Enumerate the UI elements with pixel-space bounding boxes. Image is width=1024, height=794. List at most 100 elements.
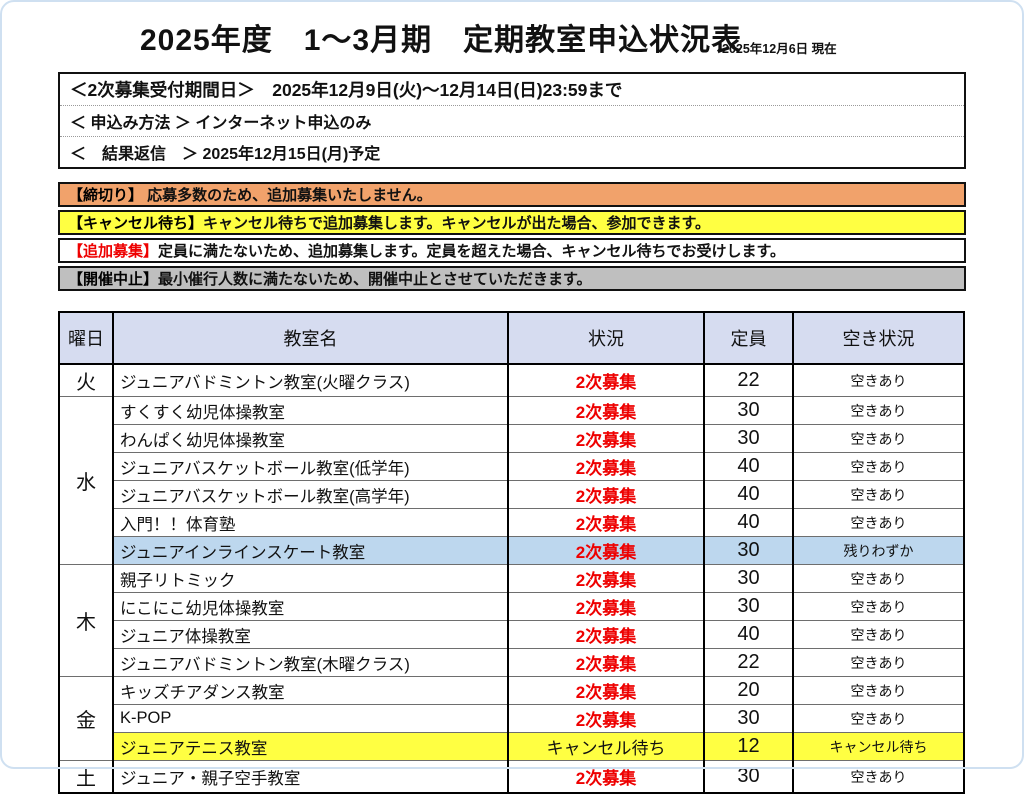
capacity-cell: 22	[703, 363, 794, 397]
capacity-cell: 30	[703, 536, 794, 565]
availability-cell: 空きあり	[792, 760, 965, 794]
status-cell: 2次募集	[507, 424, 705, 453]
availability-cell: 空きあり	[792, 508, 965, 537]
header-capacity: 定員	[703, 311, 794, 365]
availability-cell: 空きあり	[792, 648, 965, 677]
status-cell: 2次募集	[507, 508, 705, 537]
as-of-date: 2025年12月6日 現在	[722, 42, 837, 56]
status-cell: 2次募集	[507, 760, 705, 794]
header-day: 曜日	[58, 311, 114, 365]
legend-row-waitlist: 【キャンセル待ち】 キャンセル待ちで追加募集します。キャンセルが出た場合、参加でき…	[58, 210, 966, 235]
legend-row-cancelled: 【開催中止】 最小催行人数に満たないため、開催中止とさせていただきます。	[58, 266, 966, 291]
legend-row-additional: 【追加募集】 定員に満たないため、追加募集します。定員を超えた場合、キャンセル待ち…	[58, 238, 966, 263]
availability-cell: 空きあり	[792, 396, 965, 425]
capacity-cell: 30	[703, 592, 794, 621]
schedule-table-wrapper: 曜日 教室名 状況 定員 空き状況 火ジュニアバドミントン教室(火曜クラス) 2次…	[58, 311, 966, 794]
status-cell: 2次募集	[507, 480, 705, 509]
availability-cell: 空きあり	[792, 424, 965, 453]
schedule-table: 曜日 教室名 状況 定員 空き状況 火ジュニアバドミントン教室(火曜クラス) 2次…	[58, 311, 965, 794]
day-cell: 土	[58, 760, 114, 794]
legend-text-closed: 応募多数のため、追加募集いたしません。	[143, 187, 432, 204]
table-row: 土ジュニア・親子空手教室 2次募集 30 空きあり	[58, 760, 965, 794]
availability-cell: 空きあり	[792, 704, 965, 733]
table-row: 木親子リトミック 2次募集 30 空きあり	[58, 564, 965, 677]
status-cell: 2次募集	[507, 676, 705, 705]
availability-cell: 空きあり	[792, 620, 965, 649]
capacity-cell: 30	[703, 424, 794, 453]
availability-cell: 空きあり	[792, 676, 965, 705]
legend-tag-cancelled: 【開催中止】	[68, 271, 159, 288]
capacity-cell: 12	[703, 732, 794, 761]
class-name-cell: ジュニア・親子空手教室	[112, 760, 509, 794]
page-title: 2025年度 1～3月期 定期教室申込状況表	[140, 24, 743, 57]
header-status: 状況	[507, 311, 705, 365]
day-cell: 木	[58, 564, 114, 677]
capacity-cell: 30	[703, 704, 794, 733]
class-name-cell: ジュニアバスケットボール教室(低学年)	[112, 452, 509, 481]
table-row: 火ジュニアバドミントン教室(火曜クラス) 2次募集 22 空きあり	[58, 363, 965, 397]
capacity-cell: 40	[703, 452, 794, 481]
availability-cell: 空きあり	[792, 564, 965, 593]
status-cell: 2次募集	[507, 620, 705, 649]
day-cell: 金	[58, 676, 114, 761]
class-name-cell: にこにこ幼児体操教室	[112, 592, 509, 621]
capacity-cell: 40	[703, 480, 794, 509]
legend-text-cancelled: 最小催行人数に満たないため、開催中止とさせていただきます。	[158, 271, 592, 288]
table-row: 金キッズチアダンス教室 2次募集 20 空きあり	[58, 676, 965, 761]
day-cell: 水	[58, 396, 114, 565]
class-name-cell: わんぱく幼児体操教室	[112, 424, 509, 453]
availability-cell: 残りわずか	[792, 536, 965, 565]
status-cell: 2次募集	[507, 648, 705, 677]
schedule-table-body: 火ジュニアバドミントン教室(火曜クラス) 2次募集 22 空きあり水すくすく幼児体操教…	[58, 363, 965, 794]
capacity-cell: 30	[703, 396, 794, 425]
status-cell: 2次募集	[507, 564, 705, 593]
status-cell: 2次募集	[507, 452, 705, 481]
class-name-cell: ジュニア体操教室	[112, 620, 509, 649]
legend: 【締切り】 応募多数のため、追加募集いたしません。 【キャンセル待ち】 キャンセル…	[58, 182, 966, 291]
capacity-cell: 30	[703, 564, 794, 593]
table-row: ジュニアバスケットボール教室(低学年) 2次募集 40 空きあり	[59, 452, 965, 481]
table-row: K-POP 2次募集 30 空きあり	[59, 704, 965, 733]
table-row: ジュニアバスケットボール教室(高学年) 2次募集 40 空きあり	[59, 480, 965, 509]
table-row: ジュニア体操教室 2次募集 40 空きあり	[59, 620, 965, 649]
availability-cell: 空きあり	[792, 592, 965, 621]
class-name-cell: ジュニアテニス教室	[112, 732, 509, 761]
notice-line-application-period: ＜2次募集受付期間日＞ 2025年12月9日(火)～12月14日(日)23:59…	[70, 80, 623, 100]
status-cell: 2次募集	[507, 363, 705, 397]
class-name-cell: キッズチアダンス教室	[112, 676, 509, 705]
table-row: 入門！！体育塾 2次募集 40 空きあり	[59, 508, 965, 537]
availability-cell: 空きあり	[792, 452, 965, 481]
legend-text-additional: 定員に満たないため、追加募集します。定員を超えた場合、キャンセル待ちでお受けしま…	[158, 243, 786, 260]
status-cell: 2次募集	[507, 396, 705, 425]
notice-line-result-reply: ＜ 結果返信 ＞ 2025年12月15日(月)予定	[60, 136, 964, 167]
status-cell: 2次募集	[507, 592, 705, 621]
capacity-cell: 40	[703, 620, 794, 649]
class-name-cell: K-POP	[112, 704, 509, 733]
legend-tag-waitlist: 【キャンセル待ち】	[68, 215, 204, 232]
class-name-cell: 入門！！体育塾	[112, 508, 509, 537]
legend-tag-additional: 【追加募集】	[68, 243, 159, 260]
notice-box: ＜2次募集受付期間日＞ 2025年12月9日(火)～12月14日(日)23:59…	[58, 72, 966, 169]
class-name-cell: ジュニアバスケットボール教室(高学年)	[112, 480, 509, 509]
class-name-cell: すくすく幼児体操教室	[112, 396, 509, 425]
status-cell: 2次募集	[507, 704, 705, 733]
day-cell: 火	[58, 363, 114, 397]
capacity-cell: 30	[703, 760, 794, 794]
table-row: わんぱく幼児体操教室 2次募集 30 空きあり	[59, 424, 965, 453]
header-class-name: 教室名	[112, 311, 509, 365]
table-row: ジュニアテニス教室 キャンセル待ち 12 キャンセル待ち	[59, 732, 965, 761]
header: 2025年度 1～3月期 定期教室申込状況表 2025年12月6日 現在	[0, 0, 1024, 64]
capacity-cell: 22	[703, 648, 794, 677]
class-name-cell: ジュニアバドミントン教室(火曜クラス)	[112, 363, 509, 397]
class-name-cell: ジュニアインラインスケート教室	[112, 536, 509, 565]
table-row: 水すくすく幼児体操教室 2次募集 30 空きあり	[58, 396, 965, 565]
legend-text-waitlist: キャンセル待ちで追加募集します。キャンセルが出た場合、参加できます。	[203, 215, 711, 232]
status-cell: 2次募集	[507, 536, 705, 565]
table-row: ジュニアインラインスケート教室 2次募集 30 残りわずか	[59, 536, 965, 565]
notice-line-application-method: ＜ 申込み方法 ＞ インターネット申込のみ	[60, 105, 964, 136]
table-row: にこにこ幼児体操教室 2次募集 30 空きあり	[59, 592, 965, 621]
legend-row-closed: 【締切り】 応募多数のため、追加募集いたしません。	[58, 182, 966, 207]
availability-cell: キャンセル待ち	[792, 732, 965, 761]
class-name-cell: ジュニアバドミントン教室(木曜クラス)	[112, 648, 509, 677]
status-cell: キャンセル待ち	[507, 732, 705, 761]
